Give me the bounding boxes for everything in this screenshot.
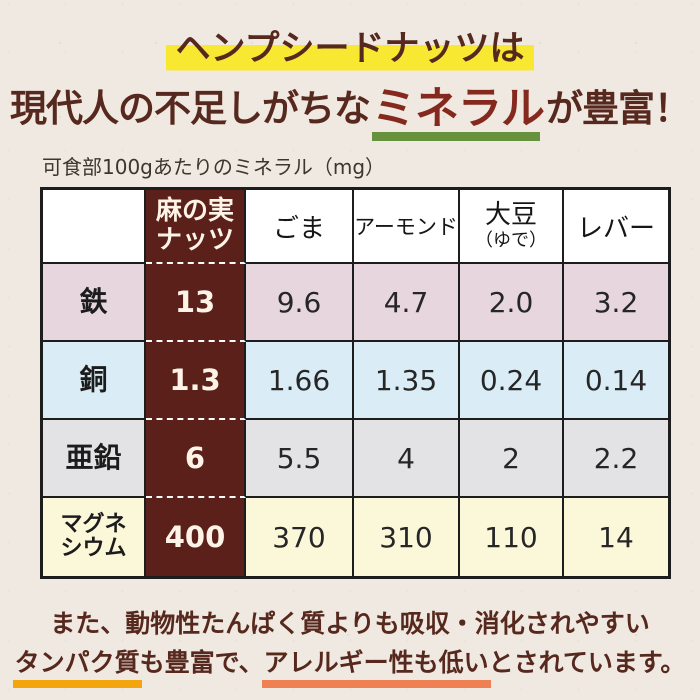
value-cell: 310 [354,498,460,576]
table-row-magnesium: マグネ シウム 400 370 310 110 14 [43,498,668,576]
column-header-sesame: ごま [246,190,354,264]
hemp-nuts-label-line1: 麻の実 [155,196,234,227]
headline-product: ヘンプシードナッツは [0,20,700,72]
table-caption: 可食部100gあたりのミネラル（mg） [42,155,386,179]
footer-note: また、動物性たんぱく質よりも吸収・消化されやすい タンパク質 も豊富で、アレルギー… [0,605,700,688]
value-cell: 14 [598,520,634,554]
column-header-soybean: 大豆 （ゆで） [460,190,564,264]
column-header-liver: レバー [564,190,668,264]
hemp-value-cell: 6 [146,420,246,498]
footer-line2-end: とされています。 [488,647,686,677]
value-cell: 4.7 [354,264,460,342]
magnesium-label-line2: シウム [60,536,127,561]
footer-line2: タンパク質 も豊富で、アレルギー性も低い とされています。 [0,644,700,688]
allergy-text: アレルギー性も低い [263,647,489,677]
row-label-zinc: 亜鉛 [43,420,146,498]
green-underline [372,132,540,141]
magnesium-label-line1: マグネ [60,511,127,537]
table-row-copper: 銅 1.3 1.66 1.35 0.24 0.14 [43,342,668,420]
row-label-iron: 鉄 [43,264,146,342]
value-cell: 1.35 [354,342,460,420]
value-cell: 5.5 [246,420,354,498]
footer-line1: また、動物性たんぱく質よりも吸収・消化されやすい [50,609,650,638]
table-header-row: 麻の実 ナッツ ごま アーモンド 大豆 （ゆで） レバー [43,190,668,264]
hemp-value-cell: 1.3 [146,342,246,420]
value-cell: 1.66 [246,342,354,420]
hemp-value-cell: 400 [146,498,246,576]
row-label-copper: 銅 [43,342,146,420]
protein-underlined: タンパク質 [12,644,142,688]
value-cell: 3.2 [564,264,668,342]
value-cell: 2 [460,420,564,498]
value-cell: 2.0 [460,264,564,342]
value-cell: 9.6 [246,264,354,342]
protein-text: タンパク質 [14,647,140,677]
orange-underline [261,679,491,688]
mineral-word: ミネラル [370,87,546,141]
column-header-almond: アーモンド [354,190,460,264]
allergy-underlined: アレルギー性も低い [261,644,491,688]
value-cell: 0.14 [564,342,668,420]
value-cell: 2.2 [564,420,668,498]
headline-claim-suffix: が豊富！ [546,87,691,130]
value-cell: 110 [460,498,564,576]
soybean-boiled-note: （ゆで） [475,229,547,251]
column-header-hemp-nuts: 麻の実 ナッツ [146,190,246,264]
headline-claim: 現代人の不足しがちなミネラル が豊富！ [0,87,700,141]
footer-line2-mid: も豊富で、 [139,647,264,677]
orange-yellow-underline [12,679,142,688]
row-label-magnesium: マグネ シウム [43,498,146,576]
value-cell: 4 [354,420,460,498]
mineral-comparison-table: 麻の実 ナッツ ごま アーモンド 大豆 （ゆで） レバー 鉄 13 9.6 4.… [40,187,671,579]
table-row-iron: 鉄 13 9.6 4.7 2.0 3.2 [43,264,668,342]
value-cell: 370 [246,498,354,576]
hemp-nuts-label-line2: ナッツ [155,225,234,255]
mineral-word-text: ミネラル [372,83,545,134]
headline-claim-prefix: 現代人の不足しがちな [10,87,371,130]
corner-cell [43,190,146,264]
hemp-value-cell: 13 [146,264,246,342]
table-row-zinc: 亜鉛 6 5.5 4 2 2.2 [43,420,668,498]
soybean-label: 大豆 [484,200,537,231]
value-cell: 0.24 [460,342,564,420]
headline-yellow-highlight: ヘンプシードナッツは [165,27,535,72]
